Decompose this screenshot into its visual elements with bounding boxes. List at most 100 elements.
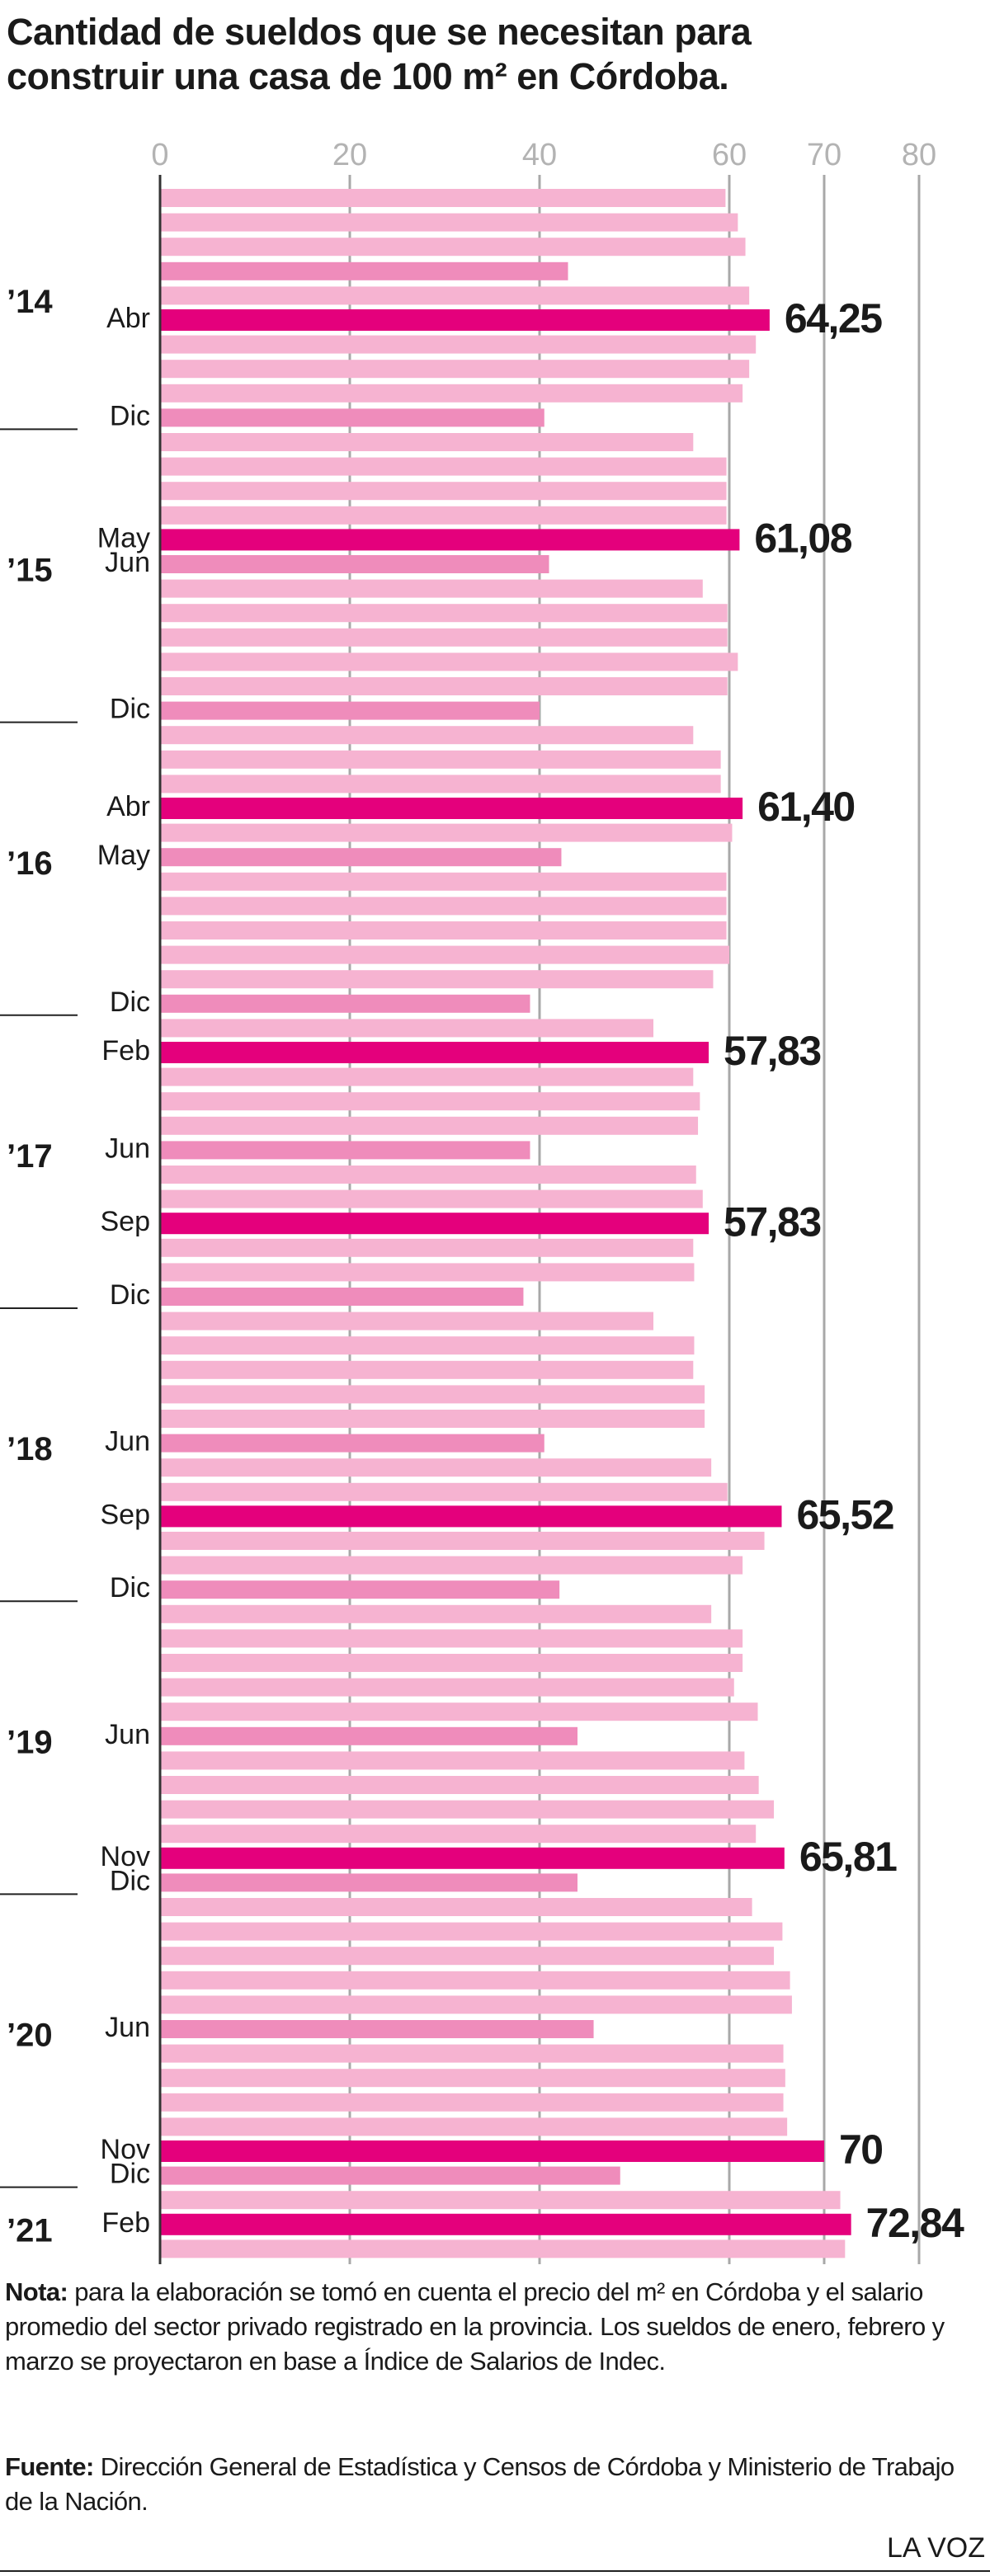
bar bbox=[160, 1141, 530, 1160]
chart-title: Cantidad de sueldos que se necesitan par… bbox=[7, 11, 752, 97]
bar bbox=[160, 2020, 594, 2038]
bar bbox=[160, 2166, 620, 2185]
bar bbox=[160, 848, 562, 867]
bar bbox=[160, 1847, 785, 1869]
bar bbox=[160, 945, 729, 964]
year-label: ’16 bbox=[7, 845, 53, 882]
bar bbox=[160, 1019, 653, 1038]
bar bbox=[160, 2191, 841, 2210]
x-tick-label: 40 bbox=[522, 138, 557, 172]
chart: 0 20 40 60 70 80’14 64,25AbrDic61,08MayJun’15D… bbox=[0, 138, 965, 2264]
bar bbox=[160, 335, 757, 354]
y-tick-label: May bbox=[97, 840, 150, 871]
bar bbox=[160, 994, 530, 1013]
bar bbox=[160, 1702, 758, 1721]
bottom-rule bbox=[0, 2570, 990, 2572]
bar bbox=[160, 1898, 752, 1916]
value-label: 70 bbox=[839, 2126, 883, 2173]
y-tick-label: Jun bbox=[105, 1426, 150, 1458]
bar bbox=[160, 579, 703, 598]
bar bbox=[160, 2140, 824, 2162]
x-tick-label: 0 bbox=[151, 138, 168, 172]
y-tick-label: Jun bbox=[105, 1133, 150, 1164]
bar bbox=[160, 1776, 759, 1794]
value-label: 72,84 bbox=[866, 2200, 964, 2246]
y-tick-label: Feb bbox=[101, 2207, 150, 2239]
source-text: Dirección General de Estadística y Censo… bbox=[5, 2452, 955, 2516]
bar bbox=[160, 1189, 703, 1208]
bar bbox=[160, 213, 738, 232]
bar bbox=[160, 1166, 696, 1184]
bar bbox=[160, 384, 743, 403]
y-tick-label: Nov bbox=[101, 1841, 150, 1872]
y-tick-label: Dic bbox=[110, 987, 150, 1018]
bar bbox=[160, 1385, 705, 1404]
value-label: 61,08 bbox=[754, 516, 851, 562]
y-tick-label: Sep bbox=[101, 1499, 151, 1530]
brand: LA VOZ bbox=[886, 2532, 985, 2564]
bar bbox=[160, 1238, 694, 1257]
y-tick-label: Feb bbox=[101, 1035, 150, 1067]
bar bbox=[160, 2093, 784, 2112]
y-tick-label: Sep bbox=[101, 1206, 151, 1237]
bar bbox=[160, 482, 727, 501]
bar bbox=[160, 1971, 790, 1990]
year-label: ’20 bbox=[7, 2018, 53, 2054]
year-label: ’18 bbox=[7, 1431, 53, 1467]
bar bbox=[160, 189, 726, 207]
bar bbox=[160, 238, 746, 257]
x-tick-label: 80 bbox=[902, 138, 936, 172]
bar bbox=[160, 1067, 694, 1086]
bar bbox=[160, 506, 727, 525]
bar bbox=[160, 1092, 700, 1111]
bar bbox=[160, 1434, 544, 1453]
bar bbox=[160, 2117, 788, 2136]
y-tick-label: Jun bbox=[105, 1719, 150, 1750]
year-label: ’21 bbox=[7, 2212, 53, 2249]
value-label: 61,40 bbox=[757, 784, 855, 830]
bar bbox=[160, 1410, 705, 1428]
bar bbox=[160, 408, 544, 427]
y-tick-label: Dic bbox=[110, 1572, 150, 1604]
value-label: 57,83 bbox=[724, 1028, 821, 1074]
source: Fuente: Dirección General de Estadística… bbox=[5, 2450, 985, 2519]
bar bbox=[160, 457, 727, 476]
bar bbox=[160, 1726, 578, 1745]
y-tick-label: Jun bbox=[105, 547, 150, 578]
y-tick-label: May bbox=[97, 522, 150, 553]
bar bbox=[160, 1604, 712, 1623]
bar bbox=[160, 1288, 524, 1306]
x-tick-label: 70 bbox=[807, 138, 842, 172]
bar bbox=[160, 1751, 745, 1770]
source-label: Fuente: bbox=[5, 2452, 94, 2481]
bar bbox=[160, 1458, 712, 1477]
value-label: 57,83 bbox=[724, 1199, 821, 1245]
x-tick-label: 60 bbox=[712, 138, 747, 172]
bar bbox=[160, 1505, 782, 1528]
bar bbox=[160, 823, 733, 842]
y-tick-label: Jun bbox=[105, 2012, 150, 2043]
value-label: 65,81 bbox=[799, 1834, 897, 1880]
bar bbox=[160, 1312, 653, 1330]
note-text: para la elaboración se tomó en cuenta el… bbox=[5, 2277, 945, 2376]
bar bbox=[160, 1947, 775, 1966]
bar bbox=[160, 604, 728, 623]
value-label: 65,52 bbox=[796, 1492, 893, 1538]
year-label: ’14 bbox=[7, 284, 53, 320]
bar bbox=[160, 309, 770, 331]
bar bbox=[160, 286, 750, 305]
value-label: 64,25 bbox=[785, 295, 882, 341]
bar bbox=[160, 1263, 695, 1282]
y-tick-label: Abr bbox=[106, 791, 150, 822]
bar bbox=[160, 1532, 765, 1550]
bar bbox=[160, 775, 721, 794]
bar bbox=[160, 1556, 743, 1575]
bar bbox=[160, 261, 568, 280]
bar bbox=[160, 677, 728, 695]
bar bbox=[160, 921, 727, 940]
bar bbox=[160, 1873, 578, 1892]
bar bbox=[160, 360, 750, 379]
bar bbox=[160, 872, 727, 891]
y-tick-label: Nov bbox=[101, 2134, 150, 2165]
bar bbox=[160, 701, 540, 720]
